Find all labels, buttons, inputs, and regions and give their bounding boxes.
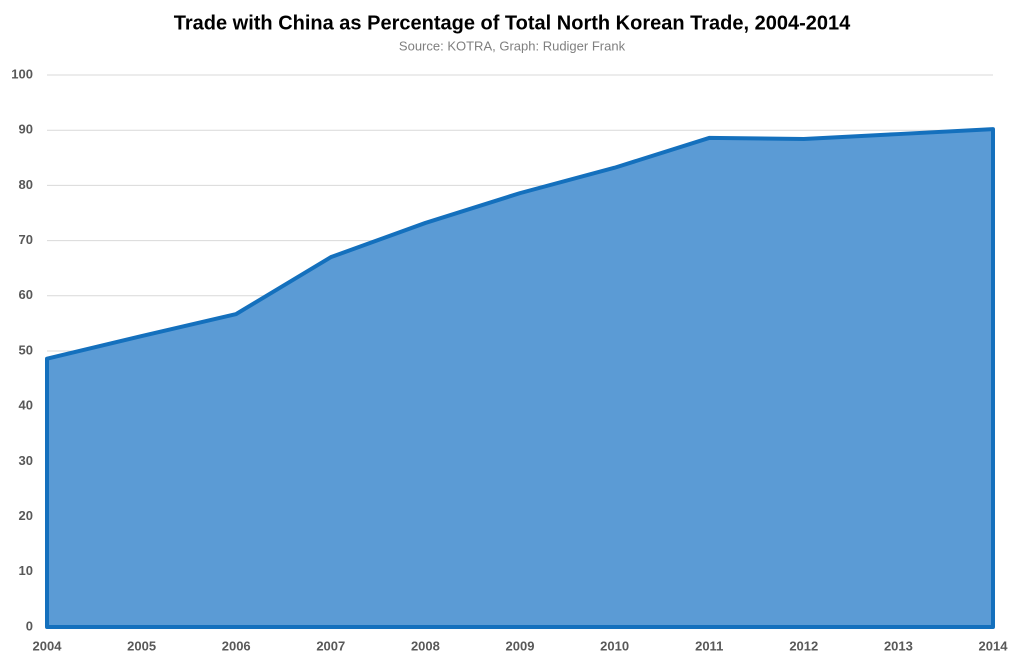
x-tick-label: 2012 xyxy=(789,638,818,653)
x-tick-label: 2006 xyxy=(222,638,251,653)
y-tick-label: 80 xyxy=(19,177,33,192)
x-tick-label: 2007 xyxy=(316,638,345,653)
x-tick-label: 2009 xyxy=(506,638,535,653)
y-tick-label: 20 xyxy=(19,508,33,523)
area xyxy=(45,127,995,629)
chart-subtitle: Source: KOTRA, Graph: Rudiger Frank xyxy=(399,38,626,53)
x-tick-label: 2014 xyxy=(979,638,1009,653)
x-tick-label: 2013 xyxy=(884,638,913,653)
x-tick-label: 2008 xyxy=(411,638,440,653)
y-tick-label: 0 xyxy=(26,618,33,633)
x-tick-label: 2004 xyxy=(33,638,63,653)
y-tick-label: 90 xyxy=(19,122,33,137)
x-tick-label: 2005 xyxy=(127,638,156,653)
y-tick-label: 100 xyxy=(11,66,33,81)
x-tick-label: 2010 xyxy=(600,638,629,653)
y-tick-label: 30 xyxy=(19,453,33,468)
y-tick-label: 60 xyxy=(19,287,33,302)
y-tick-label: 50 xyxy=(19,342,33,357)
y-tick-label: 10 xyxy=(19,563,33,578)
y-tick-label: 40 xyxy=(19,398,33,413)
chart-title: Trade with China as Percentage of Total … xyxy=(174,12,851,34)
y-tick-label: 70 xyxy=(19,232,33,247)
x-tick-label: 2011 xyxy=(695,638,723,653)
